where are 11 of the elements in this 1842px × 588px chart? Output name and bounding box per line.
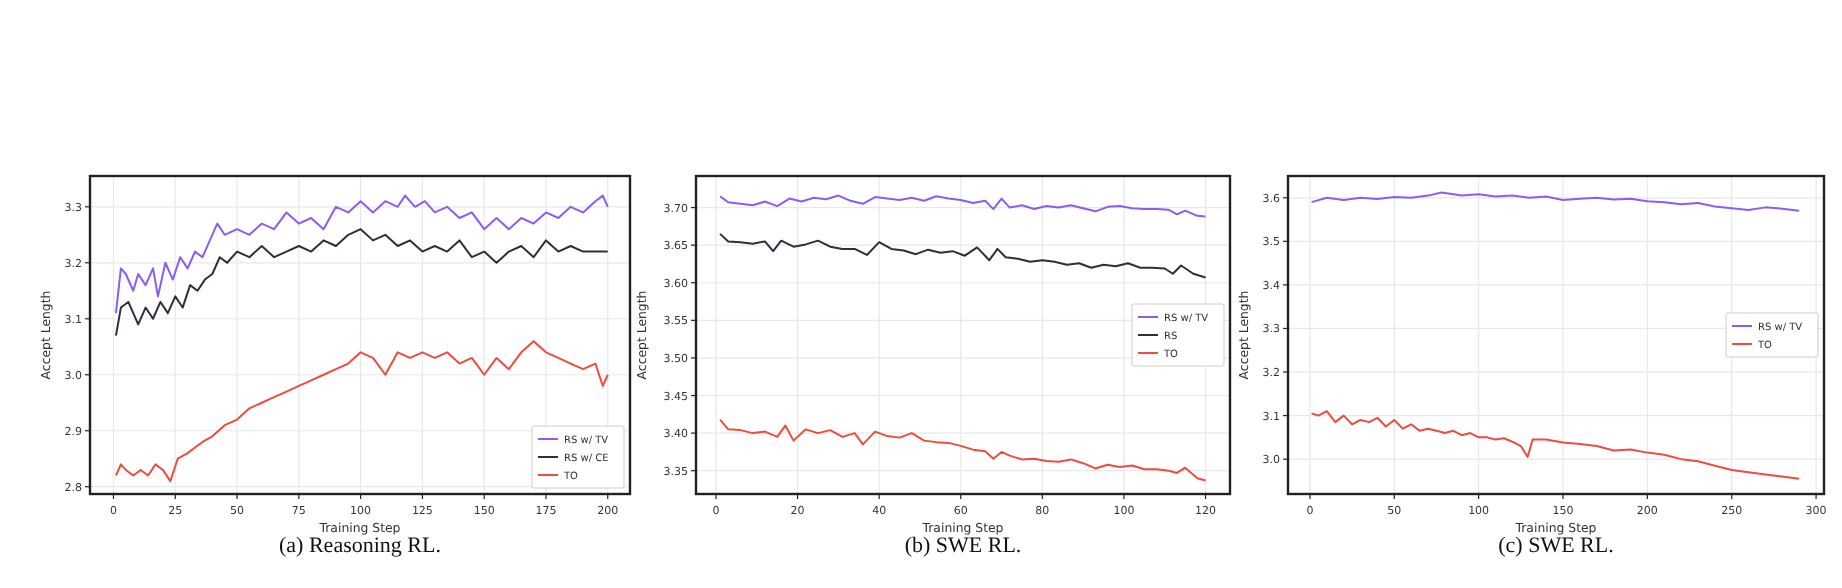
line-series [1310, 191, 1801, 212]
line-series [114, 228, 609, 337]
text: (b) SWE RL. [904, 534, 1022, 558]
text: (a) Reasoning RL. [279, 534, 442, 558]
line-series [114, 194, 609, 315]
line-series [719, 194, 1207, 218]
text: (c) SWE RL. [1498, 534, 1615, 558]
line-series [114, 340, 609, 483]
line-series [719, 232, 1207, 279]
line-series [719, 418, 1207, 482]
line-series [1310, 410, 1801, 480]
